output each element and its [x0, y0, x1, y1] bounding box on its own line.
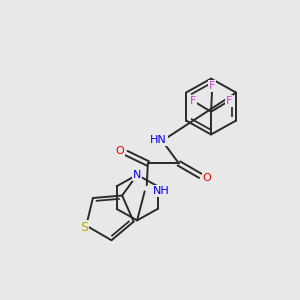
Text: F: F: [226, 96, 232, 106]
Text: O: O: [202, 173, 211, 183]
Text: O: O: [116, 146, 124, 156]
Text: N: N: [133, 170, 141, 180]
Text: F: F: [209, 81, 215, 91]
Text: F: F: [190, 96, 196, 106]
Text: S: S: [80, 221, 88, 234]
Text: HN: HN: [150, 135, 167, 145]
Text: NH: NH: [153, 186, 170, 197]
